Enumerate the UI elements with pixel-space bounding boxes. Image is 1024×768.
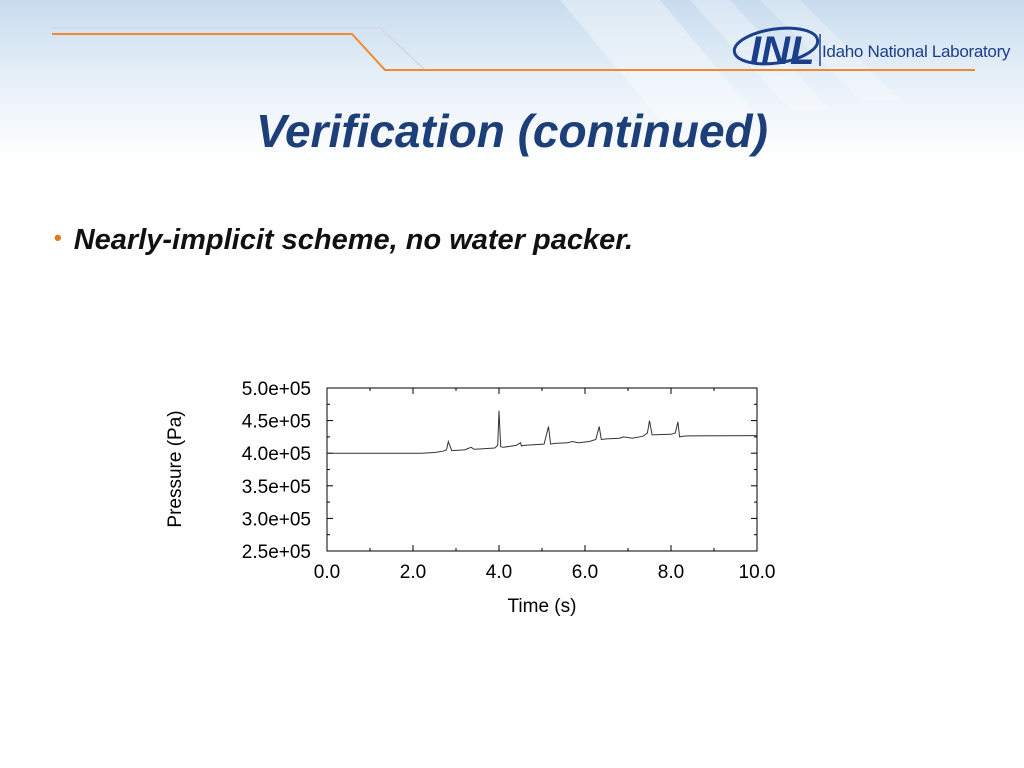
x-tick-label: 8.0 — [658, 562, 684, 583]
bullet-icon: • — [54, 225, 62, 250]
header-decoration — [52, 0, 975, 120]
y-tick-label: 3.0e+05 — [242, 509, 311, 530]
header-band — [0, 0, 1024, 160]
y-axis-label: Pressure (Pa) — [165, 410, 186, 527]
x-axis: 0.0 2.0 4.0 6.0 8.0 10.0 — [314, 388, 776, 583]
logo-text: Idaho National Laboratory — [822, 42, 1011, 61]
x-axis-label: Time (s) — [508, 596, 577, 617]
x-tick-label: 6.0 — [572, 562, 598, 583]
inl-logo-icon: INL — [732, 26, 821, 73]
y-tick-label: 2.5e+05 — [242, 542, 311, 563]
logo-mark: INL — [750, 29, 814, 73]
x-tick-label: 10.0 — [739, 562, 776, 583]
y-tick-label: 4.0e+05 — [242, 444, 311, 465]
header-accent-line — [52, 33, 975, 71]
slide-title: Verification (continued) — [256, 105, 768, 157]
y-tick-label: 5.0e+05 — [242, 379, 311, 400]
series-line — [327, 410, 758, 454]
x-tick-label: 4.0 — [486, 562, 512, 583]
x-tick-label: 0.0 — [314, 562, 340, 583]
plot-frame — [326, 387, 758, 552]
pressure-time-chart: 2.5e+05 3.0e+05 3.5e+05 4.0e+05 4.5e+05 5.0e+… — [165, 379, 776, 617]
x-tick-label: 2.0 — [400, 562, 426, 583]
bullet-text: Nearly-implicit scheme, no water packer. — [73, 224, 634, 256]
y-tick-label: 3.5e+05 — [242, 477, 311, 498]
y-tick-label: 4.5e+05 — [242, 412, 311, 433]
y-axis: 2.5e+05 3.0e+05 3.5e+05 4.0e+05 4.5e+05 5.0e+… — [242, 379, 757, 563]
bullet-item: • Nearly-implicit scheme, no water packer… — [54, 224, 633, 257]
